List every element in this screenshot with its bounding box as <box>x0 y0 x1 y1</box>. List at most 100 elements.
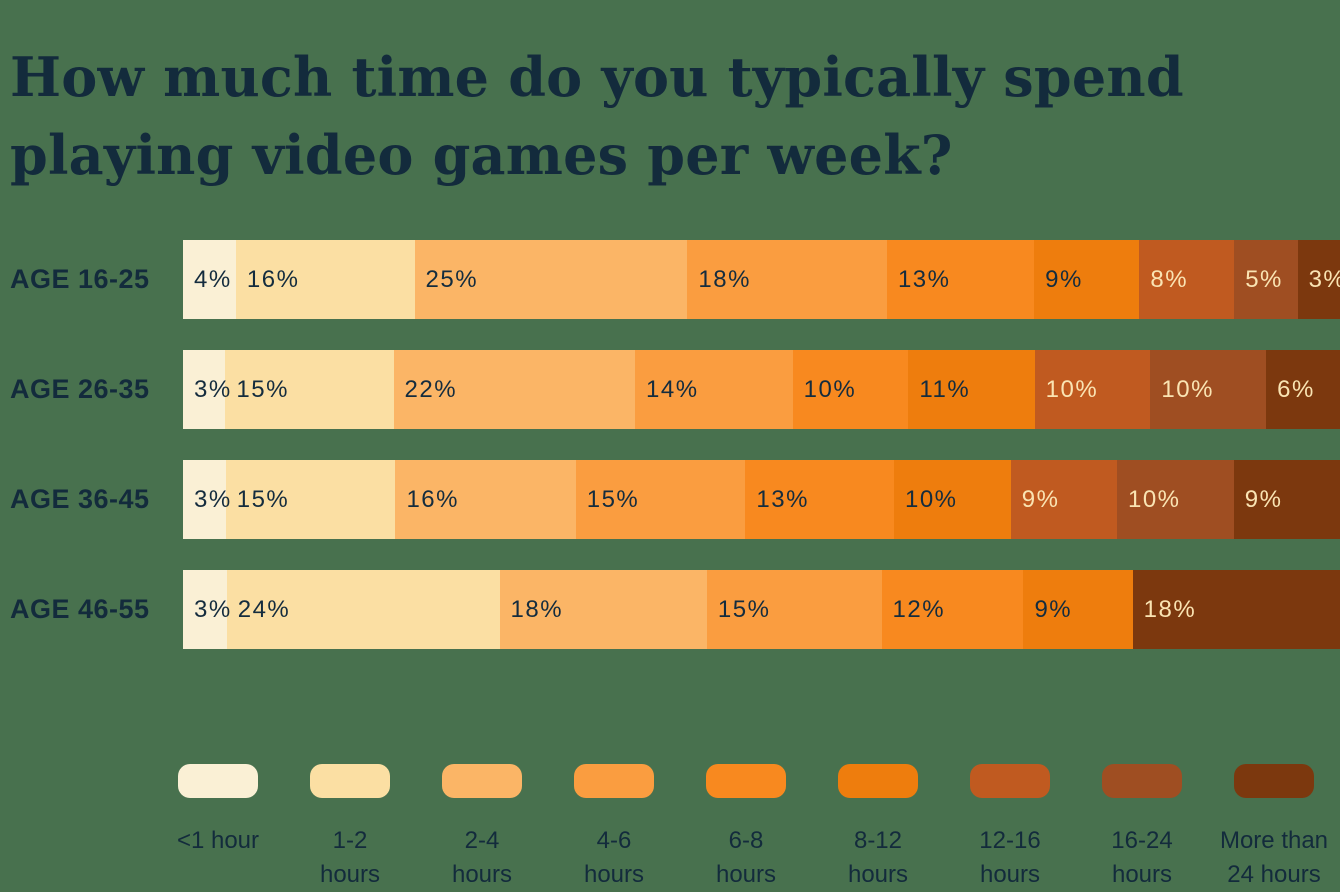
bar-segment: 4% <box>183 240 236 319</box>
legend-label: <1 hour <box>176 827 260 854</box>
bar-segment: 10% <box>792 350 909 429</box>
legend-item: 8-12 hours <box>812 764 944 892</box>
segment-value-label: 10% <box>1127 485 1181 513</box>
bar-segment: 18% <box>1132 570 1340 649</box>
segment-value-label: 9% <box>1045 265 1083 293</box>
legend-swatch <box>442 764 522 798</box>
segment-value-label: 3% <box>194 375 232 403</box>
legend-label: 6-8 hours <box>715 827 777 888</box>
legend-label: 8-12 hours <box>847 827 909 888</box>
segment-value-label: 3% <box>194 595 232 623</box>
bar-segment: 9% <box>1034 240 1140 319</box>
bar-segment: 3% <box>183 350 230 429</box>
segment-value-label: 10% <box>904 485 958 513</box>
bar-segment: 18% <box>499 570 707 649</box>
chart-row: AGE 26-35 3% 15% 22% 14% 10% 11% 10% 10% 6% <box>0 350 1340 429</box>
bar-segment: 5% <box>1234 240 1298 319</box>
bar-segment: 15% <box>225 350 394 429</box>
bar-segment: 10% <box>1150 350 1267 429</box>
legend-label: More than 24 hours <box>1219 827 1329 888</box>
page-title-line-1: How much time do you typically spend <box>10 45 1184 110</box>
bar-segment: 12% <box>881 570 1024 649</box>
legend-item: 6-8 hours <box>680 764 812 892</box>
segment-value-label: 3% <box>1308 265 1340 293</box>
legend-swatch <box>1102 764 1182 798</box>
bar-segment: 8% <box>1139 240 1235 319</box>
segment-value-label: 22% <box>404 375 458 403</box>
bar-segment: 15% <box>575 460 746 539</box>
segment-value-label: 18% <box>510 595 564 623</box>
bar-segment: 3% <box>183 570 230 649</box>
segment-value-label: 6% <box>1277 375 1315 403</box>
segment-value-label: 4% <box>194 265 232 293</box>
legend-item: 2-4 hours <box>416 764 548 892</box>
segment-value-label: 13% <box>897 265 951 293</box>
bar-segment: 18% <box>687 240 887 319</box>
segment-value-label: 10% <box>803 375 857 403</box>
chart-row: AGE 16-25 4% 16% 25% 18% 13% 9% 8% 5% 3% <box>0 240 1340 319</box>
segment-value-label: 9% <box>1034 595 1073 623</box>
stacked-bar: 4% 16% 25% 18% 13% 9% 8% 5% 3% <box>183 240 1340 319</box>
segment-value-label: 15% <box>236 485 290 513</box>
bar-segment: 11% <box>908 350 1035 429</box>
legend-swatch <box>310 764 390 798</box>
segment-value-label: 24% <box>237 595 291 623</box>
legend-swatch <box>838 764 918 798</box>
bar-segment: 16% <box>235 240 415 319</box>
stacked-bar: 3% 24% 18% 15% 12% 9% 18% <box>183 570 1340 649</box>
page-title-line-2: playing video games per week? <box>10 123 953 188</box>
bar-segment: 14% <box>635 350 793 429</box>
legend: <1 hour 1-2 hours 2-4 hours 4-6 hours 6-8 ho… <box>152 764 1340 892</box>
segment-value-label: 15% <box>717 595 771 623</box>
stacked-bar-chart: AGE 16-254%16%25%18%13%9%8%5%3%AGE 26-35… <box>0 240 1340 680</box>
legend-label: 12-16 hours <box>979 827 1041 888</box>
legend-swatch <box>1234 764 1314 798</box>
legend-item: 1-2 hours <box>284 764 416 892</box>
legend-label: 2-4 hours <box>451 827 513 888</box>
bar-segment: 9% <box>1023 570 1133 649</box>
segment-value-label: 5% <box>1245 265 1283 293</box>
legend-swatch <box>706 764 786 798</box>
legend-label: 1-2 hours <box>319 827 381 888</box>
bar-segment: 13% <box>886 240 1035 319</box>
bar-segment: 3% <box>183 460 230 539</box>
segment-value-label: 15% <box>236 375 289 403</box>
row-label: AGE 36-45 <box>10 484 150 514</box>
bar-segment: 15% <box>706 570 882 649</box>
segment-value-label: 16% <box>406 485 459 513</box>
segment-value-label: 16% <box>246 265 300 293</box>
segment-value-label: 10% <box>1161 375 1214 403</box>
legend-label: 16-24 hours <box>1111 827 1173 888</box>
bar-segment: 6% <box>1266 350 1340 429</box>
row-label: AGE 26-35 <box>10 374 150 404</box>
legend-item: 12-16 hours <box>944 764 1076 892</box>
chart-row: AGE 36-45 3% 15% 16% 15% 13% 10% 9% 10% 9% <box>0 460 1340 539</box>
bar-segment: 16% <box>395 460 576 539</box>
bar-segment: 15% <box>225 460 396 539</box>
segment-value-label: 10% <box>1045 375 1099 403</box>
segment-value-label: 13% <box>756 485 809 513</box>
bar-segment: 25% <box>414 240 688 319</box>
legend-item: More than 24 hours <box>1208 764 1340 892</box>
legend-item: 16-24 hours <box>1076 764 1208 892</box>
bar-segment: 22% <box>393 350 635 429</box>
stacked-bar: 3% 15% 22% 14% 10% 11% 10% 10% 6% <box>183 350 1340 429</box>
stacked-bar: 3% 15% 16% 15% 13% 10% 9% 10% 9% <box>183 460 1340 539</box>
bar-segment: 9% <box>1233 460 1340 539</box>
legend-swatch <box>970 764 1050 798</box>
bar-segment: 10% <box>893 460 1011 539</box>
legend-swatch <box>178 764 258 798</box>
legend-label: 4-6 hours <box>583 827 645 888</box>
bar-segment: 3% <box>1297 240 1340 319</box>
segment-value-label: 18% <box>1143 595 1197 623</box>
segment-value-label: 9% <box>1021 485 1060 513</box>
legend-item: <1 hour <box>152 764 284 892</box>
bar-segment: 10% <box>1034 350 1151 429</box>
row-label: AGE 16-25 <box>10 264 150 294</box>
row-label: AGE 46-55 <box>10 594 150 624</box>
segment-value-label: 14% <box>646 375 699 403</box>
page-title: How much time do you typically spend pla… <box>10 38 1184 194</box>
segment-value-label: 18% <box>698 265 751 293</box>
bar-segment: 9% <box>1010 460 1117 539</box>
segment-value-label: 8% <box>1150 265 1189 293</box>
